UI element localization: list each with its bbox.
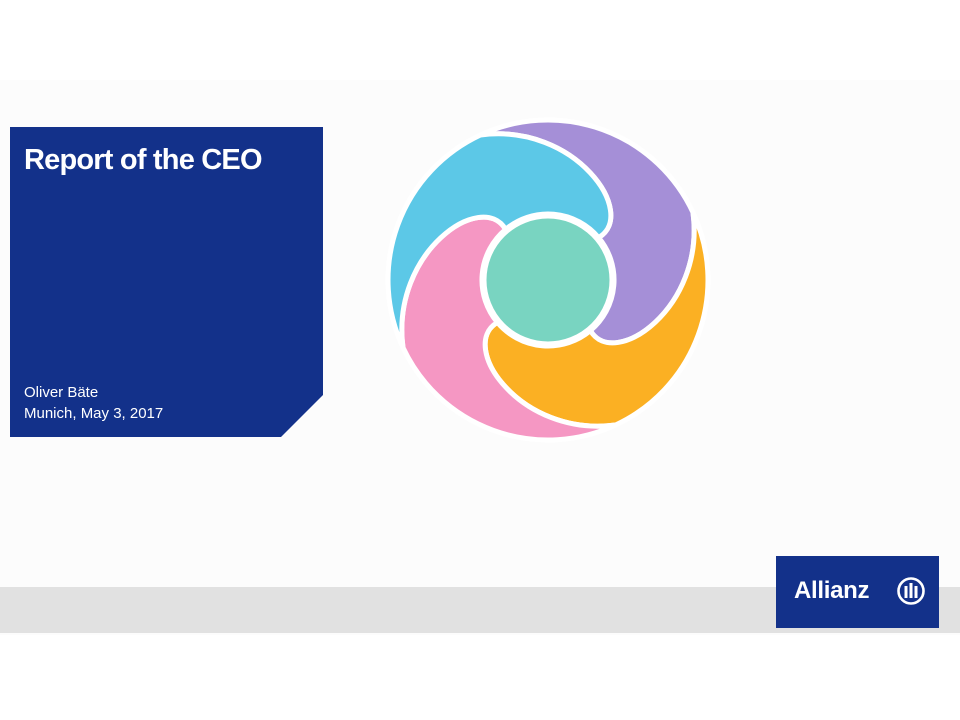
logo-text: Allianz (794, 577, 870, 604)
title-box: Report of the CEO Oliver Bäte Munich, Ma… (10, 127, 323, 437)
slide-title: Report of the CEO (24, 144, 263, 176)
allianz-eagle-icon (897, 577, 925, 605)
center-circle (481, 213, 615, 347)
presenter-name: Oliver Bäte (24, 384, 99, 401)
place-date: Munich, May 3, 2017 (24, 405, 164, 422)
allianz-logo: Allianz (776, 556, 939, 628)
swirl-graphic (385, 117, 711, 443)
